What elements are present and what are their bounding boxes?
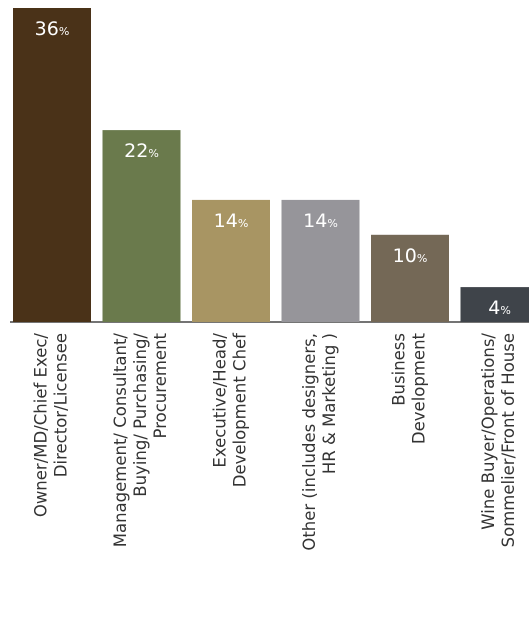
- category-label-line: Development: [410, 332, 429, 444]
- category-label-line: Buying/ Purchasing/: [131, 333, 150, 497]
- category-label-line: Wine Buyer/Operations/: [479, 333, 498, 530]
- category-label-line: Sommelier/Front of House: [499, 333, 518, 547]
- category-label-4: Other (includes designers, HR & Marketing…: [300, 333, 339, 551]
- category-label-5: Business Development: [390, 332, 429, 444]
- category-label-6: Wine Buyer/Operations/Sommelier/Front of…: [479, 333, 518, 548]
- category-label-line: Director/Licensee: [52, 333, 71, 477]
- bar-2: [102, 130, 181, 322]
- bar-4: [281, 199, 360, 322]
- bar-3: [192, 199, 270, 322]
- category-label-2: Management/ Consultant/Buying/ Purchasin…: [111, 332, 170, 547]
- bar-6: [460, 287, 529, 322]
- category-label-line: Owner/MD/Chief Exec/: [32, 333, 51, 518]
- category-label-line: Development Chef: [231, 332, 250, 487]
- category-label-line: Executive/Head/: [211, 333, 230, 468]
- category-label-line: HR & Marketing ): [320, 333, 339, 474]
- category-label-1: Owner/MD/Chief Exec/Director/Licensee: [32, 333, 71, 518]
- bar-5: [371, 234, 449, 322]
- bar-value-label-4: 14%: [303, 210, 338, 232]
- category-label-line: Procurement: [151, 332, 170, 438]
- bar-value-label-3: 14%: [214, 210, 249, 232]
- bar-value-label-1: 36%: [35, 18, 70, 40]
- bar-value-label-2: 22%: [124, 140, 159, 162]
- bar-1: [13, 8, 91, 322]
- category-label-3: Executive/Head/Development Chef: [211, 332, 250, 487]
- bar-value-label-5: 10%: [393, 245, 428, 267]
- bar-value-label-6: 4%: [488, 297, 511, 319]
- category-label-line: Other (includes designers,: [300, 333, 319, 551]
- category-label-line: Business: [390, 333, 409, 406]
- category-label-line: Management/ Consultant/: [111, 333, 130, 548]
